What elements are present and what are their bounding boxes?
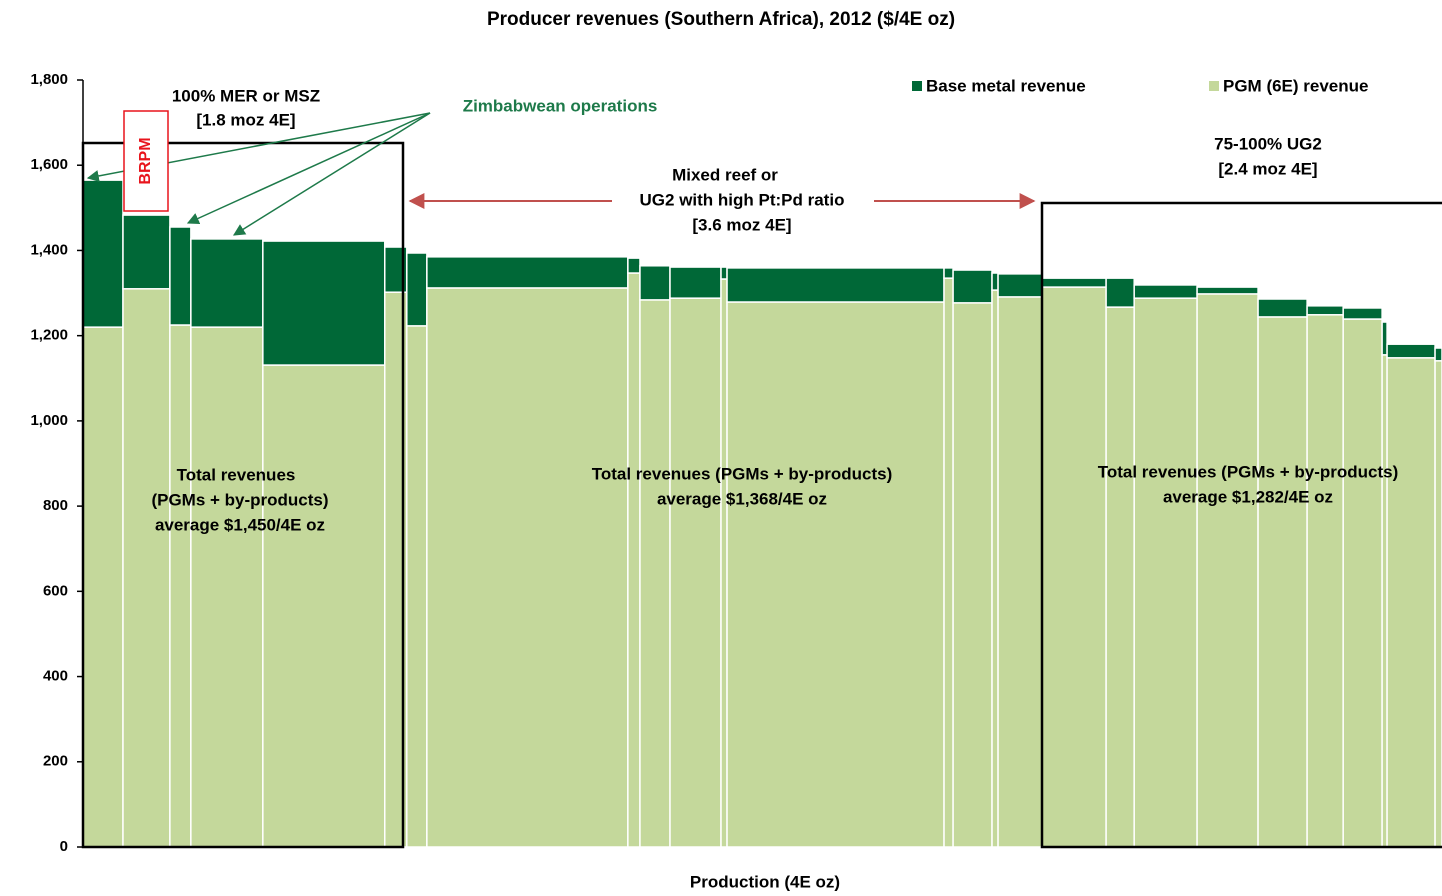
bar-segment: [997, 273, 1043, 298]
bar-segment: [1434, 360, 1442, 848]
bar-segment: [1386, 357, 1436, 848]
annotation: average $1,368/4E oz: [657, 489, 827, 508]
bar-segment: [639, 299, 671, 848]
annotation: [3.6 moz 4E]: [692, 215, 791, 234]
bar-segment: [991, 289, 999, 848]
bar-segment: [406, 325, 428, 848]
bar-segment: [1386, 343, 1436, 359]
bar-segment: [406, 252, 428, 327]
y-tick-label: 1,400: [30, 241, 68, 258]
annotation: Mixed reef or: [672, 165, 778, 184]
bars: [82, 179, 1442, 848]
annotation: Total revenues (PGMs + by-products): [1098, 462, 1399, 481]
y-tick-label: 800: [43, 497, 68, 514]
bar-segment: [669, 266, 722, 299]
legend-label: PGM (6E) revenue: [1223, 76, 1369, 95]
y-tick-label: 400: [43, 668, 68, 685]
y-tick-label: 1,000: [30, 412, 68, 429]
bar-segment: [1257, 316, 1308, 848]
bar-segment: [1306, 314, 1344, 848]
annotation: UG2 with high Pt:Pd ratio: [640, 190, 845, 209]
bar-segment: [1133, 284, 1198, 299]
annotation: Total revenues (PGMs + by-products): [592, 464, 893, 483]
bar-segment: [1133, 297, 1198, 848]
bar-segment: [1105, 277, 1135, 308]
bar-segment: [952, 302, 993, 848]
y-tick-label: 1,800: [30, 71, 68, 88]
annotation: average $1,282/4E oz: [1163, 487, 1333, 506]
bar-segment: [262, 364, 386, 848]
bar-segment: [426, 256, 629, 289]
bar-segment: [82, 326, 124, 848]
bar-segment: [1196, 286, 1259, 295]
brpm-box: [123, 110, 169, 212]
y-tick-label: 1,600: [30, 156, 68, 173]
bar-segment: [82, 179, 124, 328]
bar-segment: [190, 326, 264, 848]
bar-segment: [426, 287, 629, 848]
annotation: (PGMs + by-products): [151, 490, 328, 509]
bar-segment: [122, 288, 171, 848]
bar-segment: [1105, 306, 1135, 848]
bar-segment: [1342, 318, 1383, 848]
annotation: Total revenues: [177, 465, 296, 484]
bar-segment: [169, 226, 192, 326]
annotation: Zimbabwean operations: [463, 96, 658, 115]
bar-segment: [262, 240, 386, 366]
annotation: BRPM: [137, 137, 154, 184]
bar-segment: [1306, 305, 1344, 316]
bar-segment: [943, 267, 954, 279]
bar-segment: [720, 266, 728, 280]
bar-segment: [1041, 286, 1107, 848]
bar-segment: [627, 272, 641, 848]
bar-segment: [726, 301, 945, 848]
bar-segment: [1381, 321, 1388, 356]
group-box: [1040, 201, 1442, 849]
x-axis-label: Production (4E oz): [690, 872, 840, 891]
y-tick-label: 1,200: [30, 327, 68, 344]
bar-segment: [1434, 347, 1442, 362]
legend-swatch: [1209, 81, 1219, 91]
bar-segment: [1257, 298, 1308, 318]
bar-segment: [122, 214, 171, 290]
bar-segment: [169, 324, 192, 848]
y-tick-label: 600: [43, 582, 68, 599]
annotation: [1.8 moz 4E]: [196, 110, 295, 129]
legend-swatch: [912, 81, 922, 91]
bar-segment: [1342, 307, 1383, 320]
annotation: 100% MER or MSZ: [172, 86, 320, 105]
y-tick-label: 200: [43, 753, 68, 770]
bar-segment: [991, 272, 999, 291]
annotation: [2.4 moz 4E]: [1218, 159, 1317, 178]
y-tick-label: 0: [60, 838, 68, 855]
bar-segment: [943, 277, 954, 848]
chart-title: Producer revenues (Southern Africa), 201…: [487, 9, 955, 30]
bar-segment: [720, 278, 728, 848]
bar-segment: [952, 269, 993, 304]
bar-segment: [669, 297, 722, 848]
bar-segment: [190, 238, 264, 328]
bar-segment: [1041, 277, 1107, 288]
legend-label: Base metal revenue: [926, 76, 1086, 95]
annotation: 75-100% UG2: [1214, 134, 1322, 153]
bar-segment: [1196, 293, 1259, 848]
bar-segment: [639, 265, 671, 301]
bar-segment: [627, 257, 641, 274]
bar-segment: [726, 267, 945, 303]
bar-segment: [997, 296, 1043, 848]
annotation: average $1,450/4E oz: [155, 515, 325, 534]
